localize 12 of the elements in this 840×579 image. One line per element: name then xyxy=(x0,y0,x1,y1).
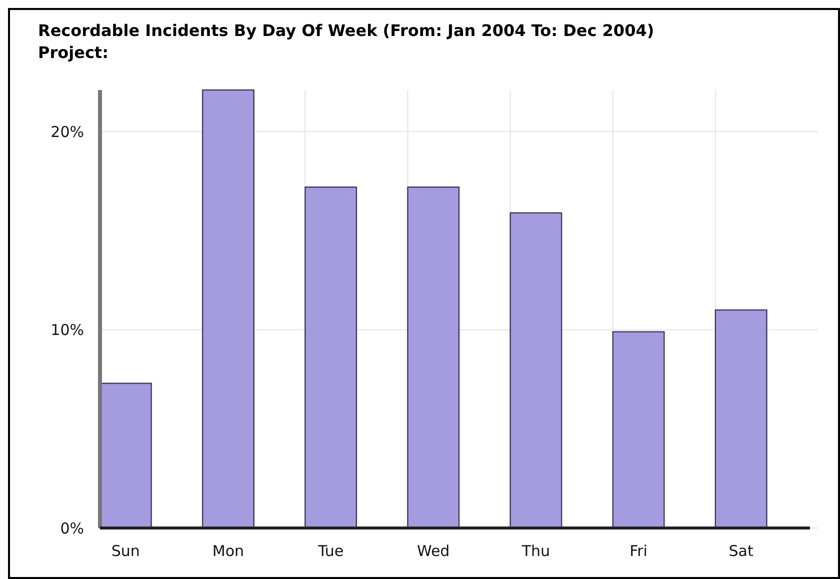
x-tick-label: Sat xyxy=(728,542,754,560)
y-tick-label: 10% xyxy=(50,321,84,340)
y-tick-label: 0% xyxy=(60,519,84,538)
x-tick-label: Wed xyxy=(417,542,450,560)
x-tick-label: Thu xyxy=(520,542,550,560)
x-tick-label: Fri xyxy=(630,542,648,560)
x-tick-label: Sun xyxy=(111,542,140,560)
chart-subtitle: Project: xyxy=(38,43,108,62)
x-tick-label: Mon xyxy=(212,542,244,560)
x-tick-label: Tue xyxy=(316,542,344,560)
chart-title: Recordable Incidents By Day Of Week (From: Jan 2004 To: Dec 2004) xyxy=(38,21,654,40)
y-tick-label: 20% xyxy=(50,122,84,141)
